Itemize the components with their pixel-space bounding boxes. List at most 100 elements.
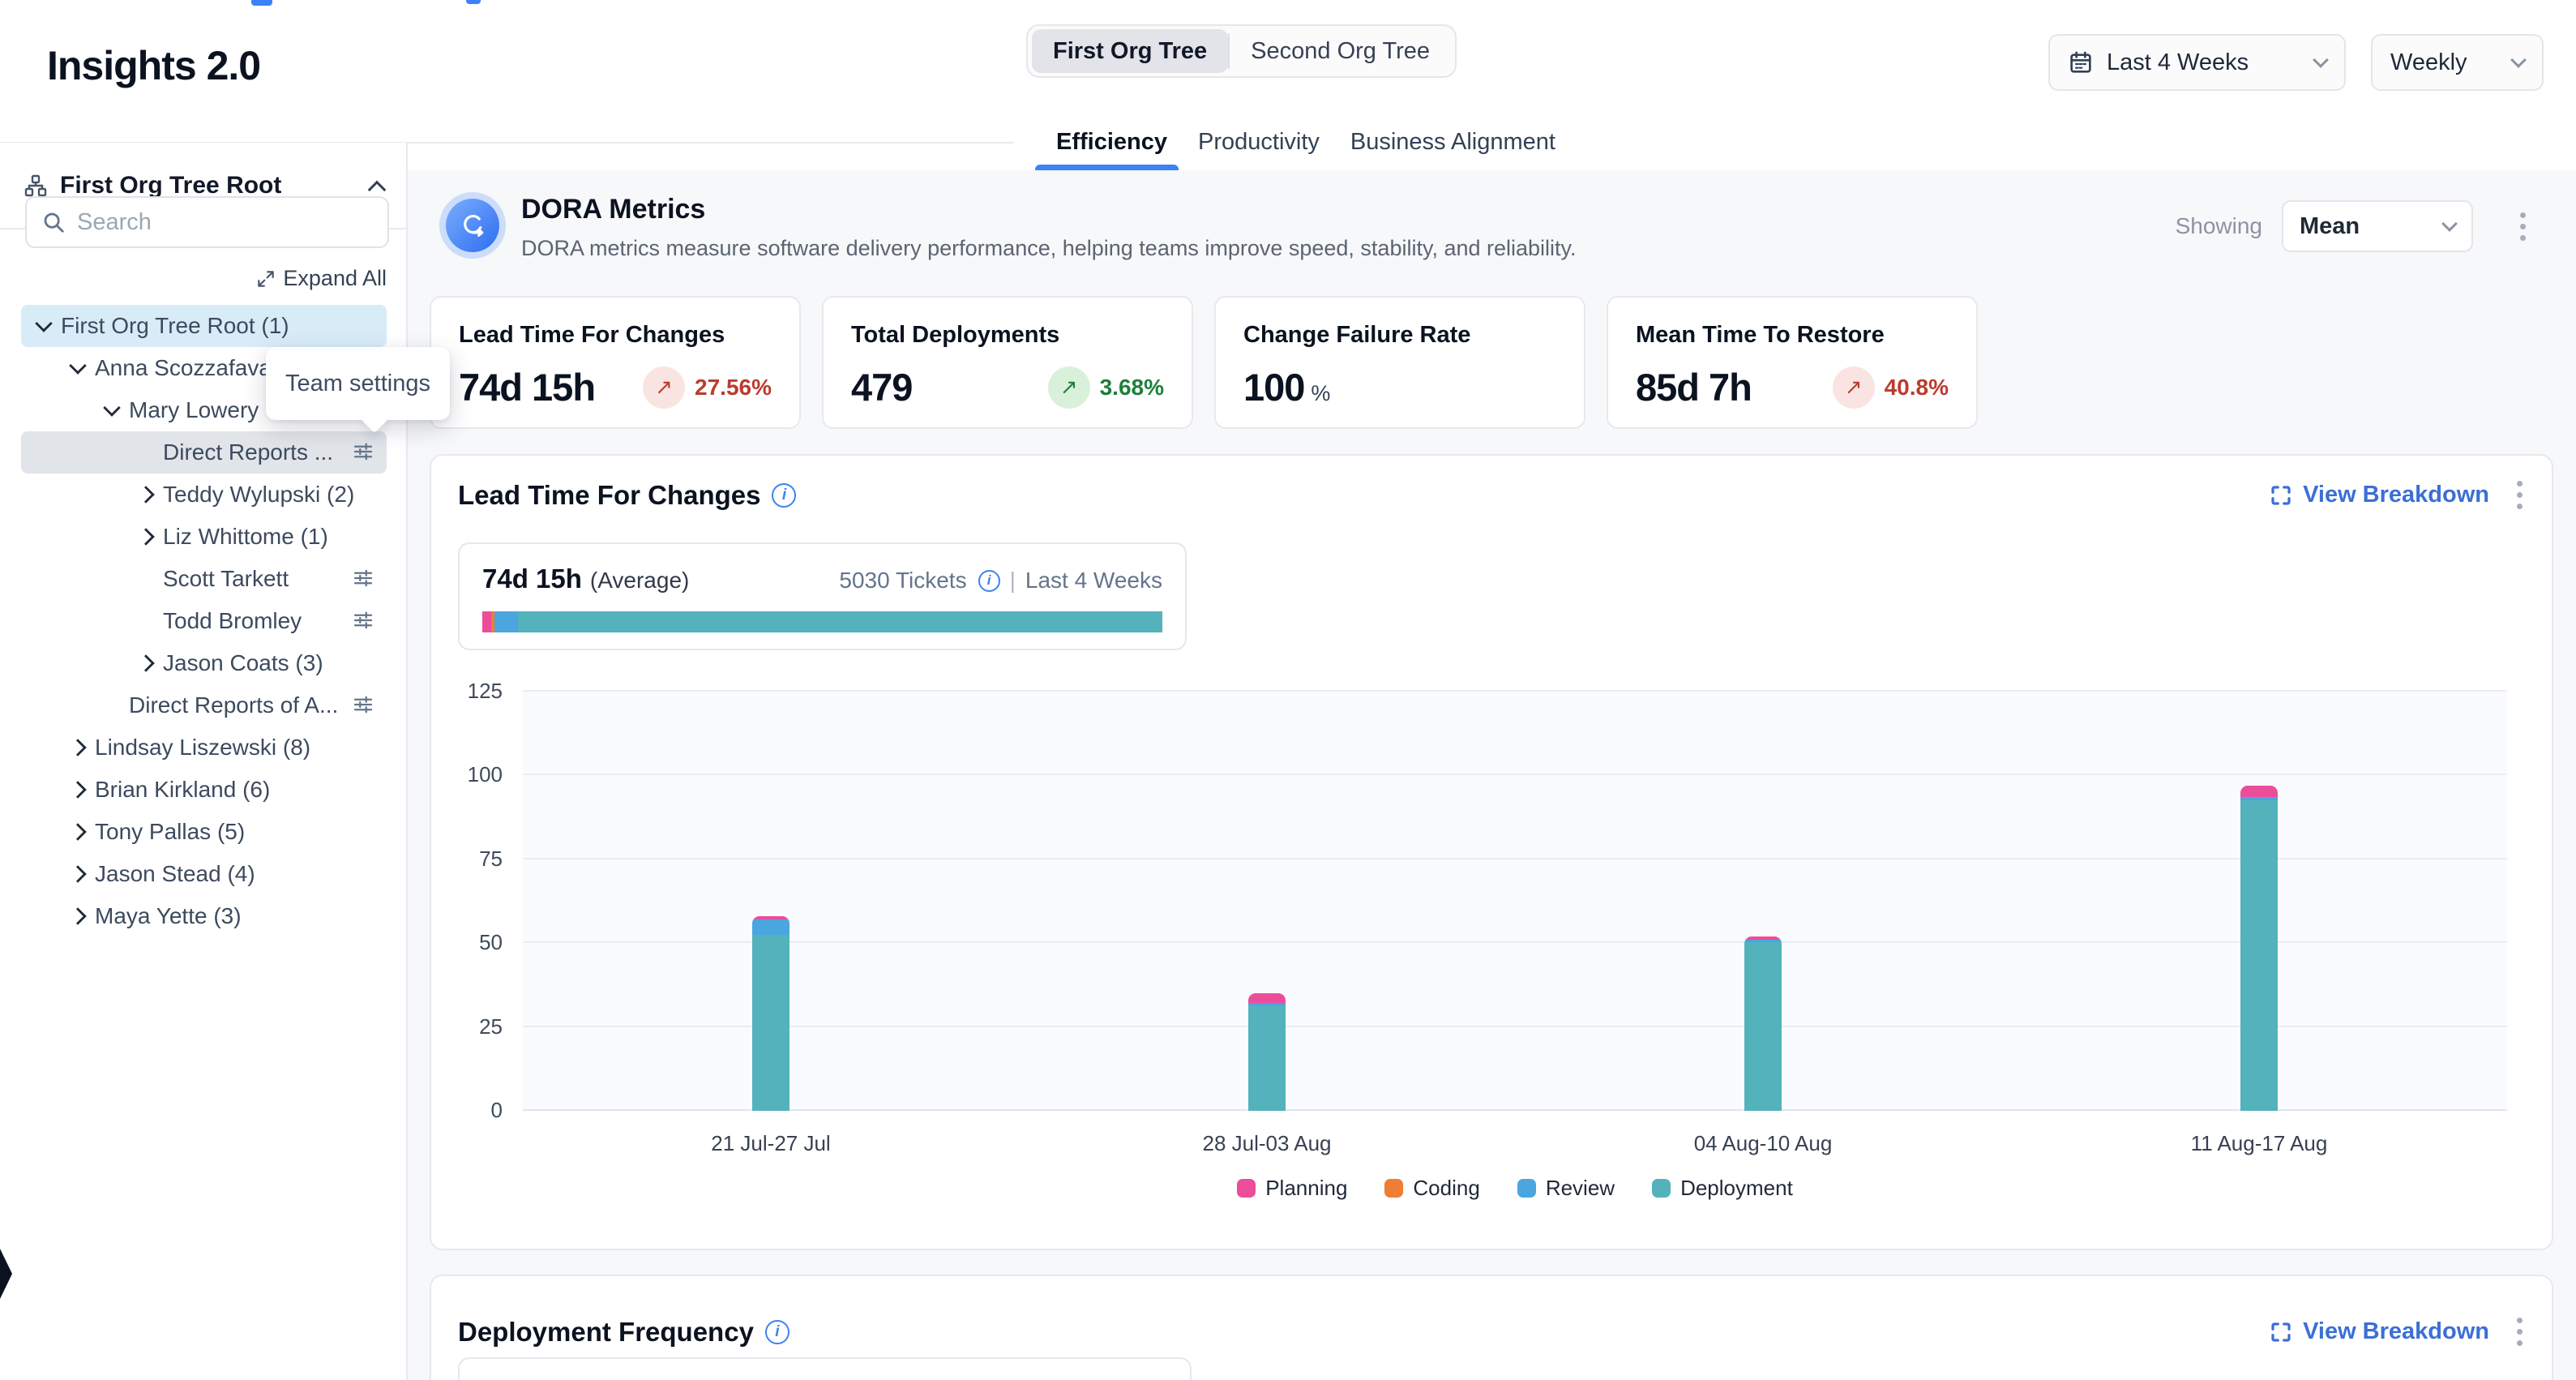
info-icon[interactable]: i <box>772 482 797 508</box>
chevron-right-icon[interactable] <box>69 907 87 925</box>
tree-item[interactable]: First Org Tree Root (1) <box>21 305 387 347</box>
expand-all-button[interactable]: Expand All <box>255 266 387 291</box>
search-input[interactable] <box>77 208 373 236</box>
sliders-icon[interactable] <box>351 692 375 717</box>
tree-item-label: Scott Tarkett <box>163 566 289 591</box>
lead-time-card: Lead Time For Changes i View Breakdown 7… <box>430 454 2553 1250</box>
app-title: Insights 2.0 <box>47 43 261 88</box>
meta-separator: | <box>1009 568 1016 593</box>
gridline <box>523 941 2507 944</box>
tree-item[interactable]: Mary Lowery <box>21 389 387 431</box>
info-icon[interactable]: i <box>978 569 1000 592</box>
stacked-bar[interactable] <box>752 916 789 1111</box>
sliders-icon[interactable] <box>351 608 375 632</box>
stacked-bar[interactable] <box>2240 785 2278 1111</box>
average-value: 74d 15h <box>482 564 582 594</box>
tree-item[interactable]: Brian Kirkland (6) <box>21 769 387 811</box>
legend-label: Deployment <box>1680 1176 1793 1200</box>
stacked-bar[interactable] <box>1744 936 1782 1111</box>
chevron-down-icon[interactable] <box>35 315 53 332</box>
tree-item-label: Tony Pallas (5) <box>95 819 246 844</box>
tree-item-label: Jason Stead (4) <box>95 861 255 886</box>
lead-time-summary-card: 74d 15h (Average) 5030 Tickets i | Last … <box>458 542 1187 650</box>
toggle-first-org-tree[interactable]: First Org Tree <box>1032 29 1229 73</box>
dora-kebab-menu[interactable] <box>2515 208 2531 246</box>
chevron-right-icon[interactable] <box>137 654 155 672</box>
legend-item-deployment[interactable]: Deployment <box>1652 1176 1793 1201</box>
tree-item[interactable]: Direct Reports of A... <box>21 684 387 726</box>
expand-all-icon <box>255 268 276 289</box>
showing-select[interactable]: Mean <box>2282 200 2473 252</box>
legend-item-review[interactable]: Review <box>1517 1176 1615 1201</box>
tree-item[interactable]: Maya Yette (3) <box>21 895 387 937</box>
stacked-bar[interactable] <box>1248 993 1286 1111</box>
tree-item[interactable]: Lindsay Liszewski (8) <box>21 726 387 769</box>
top-edge-fragment <box>466 0 481 4</box>
bar-segment-planning <box>752 916 789 920</box>
gridline <box>523 690 2507 692</box>
bar-segment-deployment <box>1744 942 1782 1111</box>
trend-delta: 3.68% <box>1099 374 1164 400</box>
period-select[interactable]: Last 4 Weeks <box>2048 34 2346 91</box>
chevron-right-icon[interactable] <box>69 865 87 883</box>
expand-corners-icon <box>2269 483 2293 508</box>
trend-badge: ↗ 27.56% <box>643 366 772 409</box>
tab-efficiency[interactable]: Efficiency <box>1035 112 1179 172</box>
legend-swatch <box>1384 1179 1404 1198</box>
tooltip-text: Team settings <box>285 370 430 396</box>
chevron-right-icon[interactable] <box>137 528 155 546</box>
trend-delta: 27.56% <box>695 374 772 400</box>
tree-item-label: First Org Tree Root (1) <box>61 313 289 338</box>
sliders-icon[interactable] <box>351 439 375 464</box>
dora-metrics-header: DORA Metrics DORA metrics measure softwa… <box>430 189 2553 286</box>
chevron-down-icon <box>2441 216 2458 232</box>
tree-item[interactable]: Teddy Wylupski (2) <box>21 474 387 516</box>
tree-item[interactable]: Liz Whittome (1) <box>21 516 387 558</box>
tree-item-label: Liz Whittome (1) <box>163 524 328 549</box>
metric-card: Lead Time For Changes 74d 15h ↗ 27.56% <box>430 296 801 429</box>
tree-item[interactable]: Anna Scozzafava <box>21 347 387 389</box>
metric-card-title: Total Deployments <box>851 322 1060 348</box>
tab-business-alignment[interactable]: Business Alignment <box>1350 128 1555 155</box>
distribution-segment-deployment <box>517 611 1162 632</box>
tickets-count: 5030 Tickets <box>839 568 967 593</box>
tree-item[interactable]: Tony Pallas (5) <box>21 811 387 853</box>
tree-item[interactable]: Todd Bromley <box>21 600 387 642</box>
toggle-second-org-tree[interactable]: Second Org Tree <box>1251 37 1431 64</box>
tree-item-label: Todd Bromley <box>163 608 302 633</box>
info-icon[interactable]: i <box>764 1319 789 1344</box>
legend-swatch <box>1237 1179 1256 1198</box>
legend-item-coding[interactable]: Coding <box>1384 1176 1480 1201</box>
tab-productivity[interactable]: Productivity <box>1198 128 1320 155</box>
tree-item-label: Brian Kirkland (6) <box>95 777 271 802</box>
deployment-frequency-kebab-menu[interactable] <box>2512 1313 2527 1351</box>
tree-item[interactable]: Jason Coats (3) <box>21 642 387 684</box>
chevron-right-icon[interactable] <box>69 823 87 841</box>
trend-badge: ↗ 40.8% <box>1832 366 1949 409</box>
showing-select-value: Mean <box>2300 212 2360 239</box>
chevron-right-icon[interactable] <box>69 781 87 799</box>
y-axis-tick-label: 0 <box>490 1098 503 1122</box>
chevron-down-icon[interactable] <box>69 357 87 375</box>
deployment-frequency-summary-card <box>458 1357 1192 1380</box>
tree-item[interactable]: Scott Tarkett <box>21 558 387 600</box>
sidebar-header[interactable]: First Org Tree Root <box>0 143 406 229</box>
bar-segment-review <box>752 919 789 935</box>
metric-card-title: Change Failure Rate <box>1243 322 1471 348</box>
tree-item[interactable]: Direct Reports ... <box>21 431 387 474</box>
lead-time-kebab-menu[interactable] <box>2512 476 2527 514</box>
chevron-right-icon[interactable] <box>137 486 155 504</box>
gridline <box>523 774 2507 776</box>
tree-item[interactable]: Jason Stead (4) <box>21 853 387 895</box>
lead-time-chart-plot: 0 25 50 75 100 125 <box>468 679 2507 1122</box>
search-box <box>25 196 389 248</box>
sliders-icon[interactable] <box>351 566 375 590</box>
legend-item-planning[interactable]: Planning <box>1237 1176 1347 1201</box>
view-breakdown-link[interactable]: View Breakdown <box>2269 1318 2489 1345</box>
tab-bar: Efficiency Productivity Business Alignme… <box>1013 112 1629 172</box>
chevron-down-icon[interactable] <box>103 399 121 417</box>
chevron-right-icon[interactable] <box>69 739 87 756</box>
view-breakdown-link[interactable]: View Breakdown <box>2269 482 2489 508</box>
granularity-select[interactable]: Weekly <box>2371 34 2544 91</box>
